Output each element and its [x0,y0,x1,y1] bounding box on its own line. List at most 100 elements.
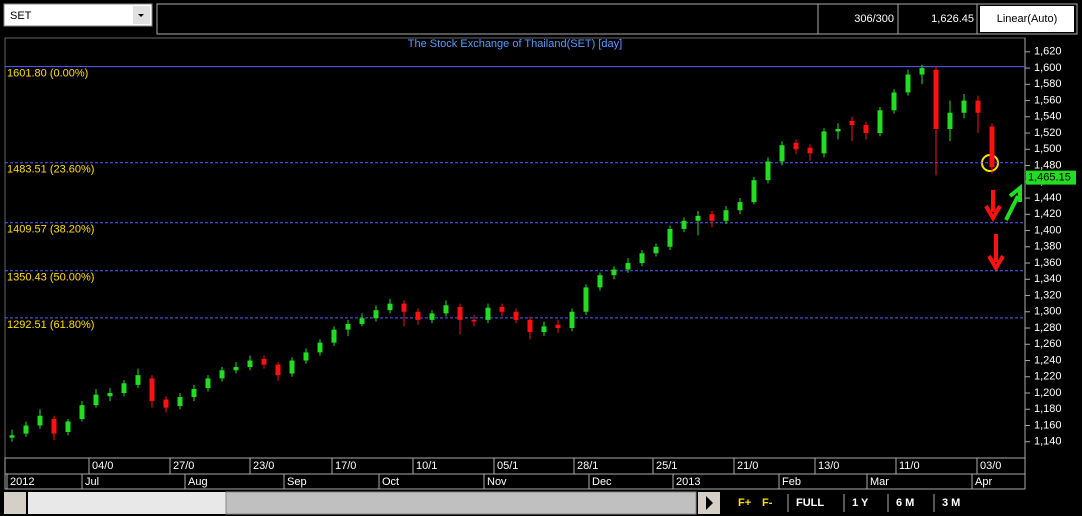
candle-body [261,358,267,365]
date-label: 11/0 [899,460,920,472]
date-label: 23/0 [253,460,274,472]
candle-body [177,397,183,407]
candle-body [275,364,281,376]
candle-body [653,246,659,254]
month-label: Sep [287,476,307,488]
candle-body [933,69,939,129]
dropdown-icon [138,14,144,17]
candle-body [919,68,925,75]
y-tick-label: 1,300 [1034,306,1062,318]
candle-body [205,378,211,389]
symbol-select[interactable] [3,3,153,27]
month-row [4,473,1026,490]
candle-body [387,303,393,311]
candle-body [555,324,561,329]
y-tick-label: 1,220 [1034,371,1062,383]
candle-body [345,323,351,330]
month-label: 2012 [10,476,34,488]
candle-body [849,120,855,125]
candle-body [373,310,379,319]
y-tick-label: 1,260 [1034,338,1062,350]
y-axis-area [1025,38,1082,458]
scale: Linear(Auto) [997,13,1058,25]
price: 1,626.45 [931,13,974,25]
candle-body [667,228,673,247]
y-tick-label: 1,320 [1034,289,1062,301]
plot-area [4,37,1026,459]
candle-body [471,319,477,322]
y-tick-label: 1,340 [1034,273,1062,285]
candle-body [541,326,547,333]
month-label: Jul [85,476,99,488]
date-label: 03/0 [980,460,1001,472]
toolbar-button[interactable]: F- [762,497,773,509]
date-label: 28/1 [577,460,598,472]
fib-label: 1292.51 (61.80%) [7,319,94,331]
candle-body [415,311,421,320]
symbol: SET [10,10,32,22]
candle-body [821,131,827,154]
toolbar-button[interactable]: 6 M [896,497,914,509]
scroll-thumb[interactable] [225,491,697,515]
candle-body [107,393,113,397]
candle-body [219,370,225,379]
toolbar-button[interactable]: FULL [796,497,824,509]
toolbar-button[interactable]: 3 M [942,497,960,509]
chart-title: The Stock Exchange of Thailand(SET) [day… [408,38,622,50]
fib-label: 1601.80 (0.00%) [7,68,88,80]
y-tick-label: 1,200 [1034,387,1062,399]
candle-body [51,419,57,434]
candle-body [975,100,981,113]
y-tick-label: 1,280 [1034,322,1062,334]
candle-body [751,180,757,203]
candle-body [625,263,631,270]
candle-body [709,214,715,221]
y-tick-label: 1,580 [1034,78,1062,90]
candle-body [9,435,15,438]
arrow-icon [706,496,713,510]
candle-body [289,360,295,374]
y-tick-label: 1,520 [1034,127,1062,139]
y-tick-label: 1,620 [1034,46,1062,58]
toolbar-button[interactable]: F+ [738,497,751,509]
month-label: Nov [487,476,507,488]
header-bar [156,3,1078,35]
y-tick-label: 1,240 [1034,354,1062,366]
y-tick-label: 1,560 [1034,94,1062,106]
candle-body [989,126,995,168]
candle-body [401,303,407,312]
y-tick-label: 1,440 [1034,192,1062,204]
candle-body [135,375,141,385]
date-label: 27/0 [173,460,194,472]
y-tick-label: 1,180 [1034,403,1062,415]
date-label: 05/1 [497,460,518,472]
candle-body [807,147,813,154]
candle-body [79,405,85,420]
last-price-box [1026,170,1076,185]
candle-body [695,215,701,221]
count: 306/300 [854,13,894,25]
candle-body [765,161,771,181]
candle-body [513,311,519,320]
candle-body [863,124,869,134]
toolbar-button[interactable]: 1 Y [852,497,869,509]
candle-body [317,342,323,353]
fib-label: 1483.51 (23.60%) [7,164,94,176]
y-tick-label: 1,420 [1034,208,1062,220]
y-tick-label: 1,500 [1034,143,1062,155]
candle-body [835,128,841,132]
y-tick-label: 1,140 [1034,436,1062,448]
scroll-left[interactable] [4,492,26,514]
candle-body [121,383,127,394]
candle-body [737,202,743,211]
scale-box[interactable] [980,6,1074,32]
candle-body [583,287,589,312]
date-label: 25/1 [656,460,677,472]
candle-body [331,329,337,343]
candle-body [233,367,239,371]
y-tick-label: 1,360 [1034,257,1062,269]
y-tick-label: 1,380 [1034,241,1062,253]
month-label: Aug [188,476,208,488]
